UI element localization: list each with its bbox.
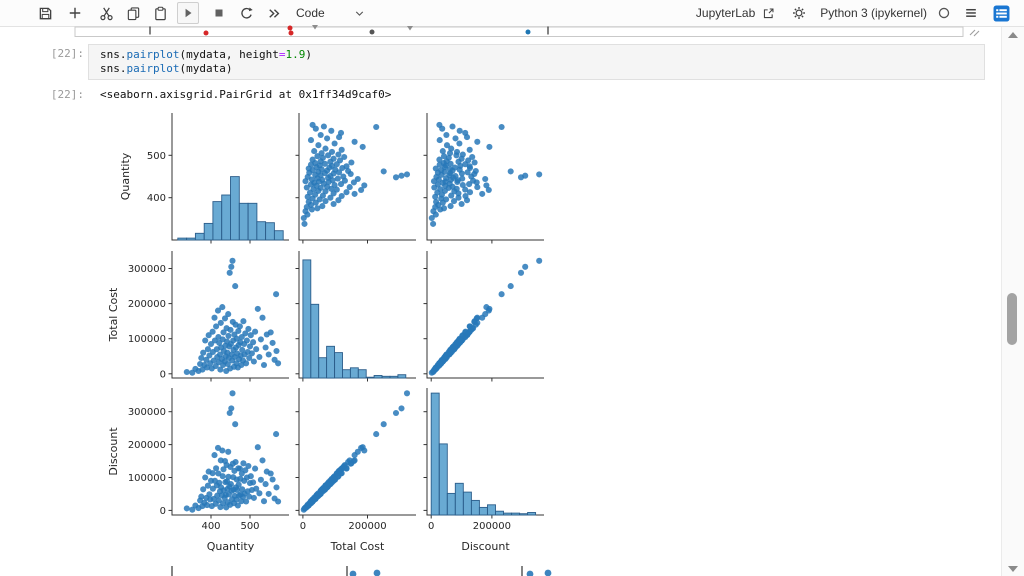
run-all-icon[interactable] <box>264 4 282 22</box>
svg-text:100000: 100000 <box>128 334 166 345</box>
output-prompt: [22]: <box>50 88 84 101</box>
pairplot-panel-1-2 <box>423 251 544 382</box>
notebook-toolbar: Code JupyterLab Python 3 (ipykernel) <box>0 0 1024 27</box>
x-axis-label: Total Cost <box>330 540 385 553</box>
pairplot-panel-2-2: 0 200000 <box>423 388 544 532</box>
kernel-name[interactable]: Python 3 (ipykernel) <box>820 6 927 20</box>
scrollbar-thumb[interactable] <box>1007 293 1017 345</box>
output-repr-text: <seaborn.axisgrid.PairGrid at 0x1ff34d9c… <box>100 88 392 101</box>
save-icon[interactable] <box>36 4 54 22</box>
svg-text:400: 400 <box>201 521 220 532</box>
code-cell-input[interactable]: sns.pairplot(mydata, height=1.9) sns.pair… <box>88 44 985 80</box>
svg-text:300000: 300000 <box>128 264 166 275</box>
cell-type-chevron-icon[interactable] <box>351 4 369 22</box>
menu-icon[interactable] <box>962 4 980 22</box>
add-cell-icon[interactable] <box>66 4 84 22</box>
svg-text:400: 400 <box>147 193 166 204</box>
pairplot-panel-1-0: 0 100000 200000 300000 <box>128 251 289 382</box>
paste-icon[interactable] <box>151 4 169 22</box>
external-link-icon[interactable] <box>759 4 777 22</box>
x-axis-label: Quantity <box>207 540 255 553</box>
svg-text:0: 0 <box>160 506 166 517</box>
notebook-panel-icon[interactable] <box>992 4 1010 22</box>
svg-text:300000: 300000 <box>128 407 166 418</box>
pairplot-panel-0-2 <box>423 113 544 244</box>
y-axis-label: Discount <box>108 427 120 476</box>
pairplot-svg: 400 500 0 100000 200000 300000 400 500 0 100000 20… <box>108 113 544 553</box>
svg-text:0: 0 <box>300 521 306 532</box>
svg-text:500: 500 <box>240 521 259 532</box>
svg-text:200000: 200000 <box>128 440 166 451</box>
input-prompt: [22]: <box>50 47 84 60</box>
cell-type-dropdown[interactable]: Code <box>296 6 325 20</box>
code-editor[interactable]: sns.pairplot(mydata, height=1.9) sns.pair… <box>100 48 312 75</box>
pairplot-figure: 400 500 0 100000 200000 300000 400 500 0 100000 20… <box>108 106 548 558</box>
svg-text:200000: 200000 <box>473 521 511 532</box>
scroll-up-icon[interactable] <box>1005 29 1021 41</box>
svg-text:200000: 200000 <box>128 299 166 310</box>
svg-text:200000: 200000 <box>348 521 386 532</box>
next-output-partial-figure <box>171 566 552 576</box>
jupyterlab-link[interactable]: JupyterLab <box>695 6 756 20</box>
scrollbar[interactable] <box>1001 27 1024 576</box>
cut-icon[interactable] <box>97 4 115 22</box>
pairplot-panel-2-0: 400 500 0 100000 200000 300000 <box>128 388 289 532</box>
copy-icon[interactable] <box>124 4 142 22</box>
previous-output-partial-figure <box>74 25 964 37</box>
svg-text:0: 0 <box>428 521 434 532</box>
svg-text:100000: 100000 <box>128 473 166 484</box>
pairplot-panel-2-1: 0 200000 <box>295 388 416 532</box>
scroll-down-icon[interactable] <box>1005 563 1021 575</box>
y-axis-label: Quantity <box>119 152 132 200</box>
restart-kernel-icon[interactable] <box>237 4 255 22</box>
resize-handle-icon[interactable] <box>966 26 984 38</box>
y-axis-label: Total Cost <box>108 287 120 342</box>
pairplot-panel-1-1 <box>295 251 416 382</box>
pairplot-panel-0-0: 400 500 <box>147 113 289 244</box>
stop-icon[interactable] <box>210 4 228 22</box>
pairplot-panel-0-1 <box>295 113 416 244</box>
run-cell-button[interactable] <box>177 2 199 24</box>
svg-text:0: 0 <box>160 369 166 380</box>
svg-text:500: 500 <box>147 151 166 162</box>
kernel-status-icon[interactable] <box>935 4 953 22</box>
settings-gear-icon[interactable] <box>790 4 808 22</box>
x-axis-label: Discount <box>461 540 510 553</box>
run-icon <box>185 8 192 18</box>
